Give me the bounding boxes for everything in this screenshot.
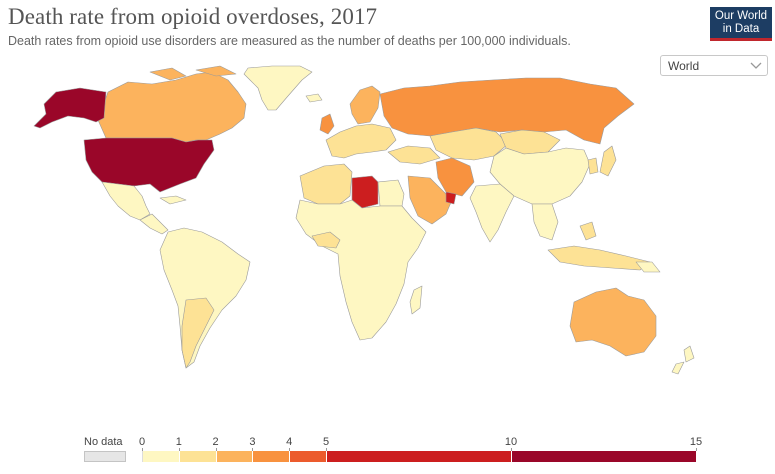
legend-bin-4-5[interactable] [289, 451, 326, 462]
legend-tick-mark [178, 448, 180, 451]
legend-bin-2-3[interactable] [215, 451, 253, 462]
map-region-central-america[interactable] [139, 195, 187, 235]
chart-title: Death rate from opioid overdoses, 2017 [8, 4, 378, 29]
map-region-japan[interactable] [599, 145, 617, 177]
map-region-iran[interactable] [435, 157, 475, 197]
legend-bin-3-4[interactable] [252, 451, 290, 462]
legend-no-data-swatch[interactable] [84, 451, 126, 462]
chart-subtitle: Death rates from opioid use disorders ar… [8, 34, 571, 48]
map-region-new-zealand[interactable] [671, 345, 695, 375]
logo-line-1: Our World [714, 10, 768, 22]
legend-no-data-label: No data [84, 436, 123, 448]
region-select-value: World [668, 59, 700, 73]
legend-tick-mark [215, 448, 217, 451]
map-region-uk[interactable] [319, 113, 335, 135]
map-region-papua-new-guinea[interactable] [635, 261, 661, 273]
legend-tick-label: 0 [138, 436, 146, 448]
legend-bin-5-10[interactable] [326, 451, 511, 462]
map-region-australia[interactable] [569, 287, 657, 357]
legend-bin-0-1[interactable] [142, 451, 179, 462]
legend-bin-1-2[interactable] [178, 451, 216, 462]
world-map[interactable] [0, 58, 775, 428]
color-legend: No data 0 1 2 3 4 5 10 15 [0, 430, 775, 470]
map-region-scandinavia[interactable] [349, 85, 381, 125]
map-region-korea[interactable] [587, 157, 599, 175]
region-select[interactable]: World [660, 55, 768, 76]
owid-logo[interactable]: Our World in Data [710, 7, 772, 41]
map-region-turkey[interactable] [387, 145, 441, 165]
map-region-egypt[interactable] [377, 179, 405, 207]
legend-tick-mark [289, 448, 291, 451]
legend-tick-mark [511, 448, 512, 451]
map-region-west-africa[interactable] [311, 231, 341, 249]
map-region-uae[interactable] [445, 191, 457, 205]
map-region-alaska[interactable] [33, 87, 107, 129]
legend-bin-10-15[interactable] [511, 451, 696, 462]
logo-line-2: in Data [722, 23, 760, 35]
legend-tick-label: 4 [286, 436, 293, 448]
map-region-africa[interactable] [295, 199, 427, 341]
map-region-indonesia[interactable] [547, 221, 651, 271]
legend-tick-label: 10 [504, 436, 518, 448]
legend-tick-mark [252, 448, 254, 451]
map-region-western-europe[interactable] [325, 123, 397, 159]
map-region-iceland[interactable] [305, 93, 323, 103]
legend-tick-mark [326, 448, 327, 451]
legend-tick-mark [142, 448, 143, 451]
chevron-down-icon [750, 57, 762, 76]
legend-tick-label: 3 [249, 436, 256, 448]
map-region-greenland[interactable] [243, 65, 313, 111]
map-region-india[interactable] [469, 183, 515, 243]
legend-tick-label: 5 [322, 436, 330, 448]
map-region-argentina[interactable] [181, 297, 215, 369]
map-region-madagascar[interactable] [409, 285, 423, 315]
legend-tick-mark [696, 448, 697, 451]
map-region-mexico[interactable] [101, 181, 151, 221]
map-region-arabia[interactable] [407, 175, 453, 225]
map-region-canada-islands[interactable] [149, 65, 237, 81]
legend-tick-label: 1 [175, 436, 182, 448]
map-region-kazakhstan[interactable] [429, 127, 509, 161]
legend-tick-label: 2 [212, 436, 219, 448]
legend-tick-label: 15 [689, 436, 703, 448]
map-region-canada[interactable] [97, 71, 247, 143]
map-region-southeast-asia[interactable] [531, 203, 559, 241]
map-region-north-africa[interactable] [299, 163, 353, 205]
